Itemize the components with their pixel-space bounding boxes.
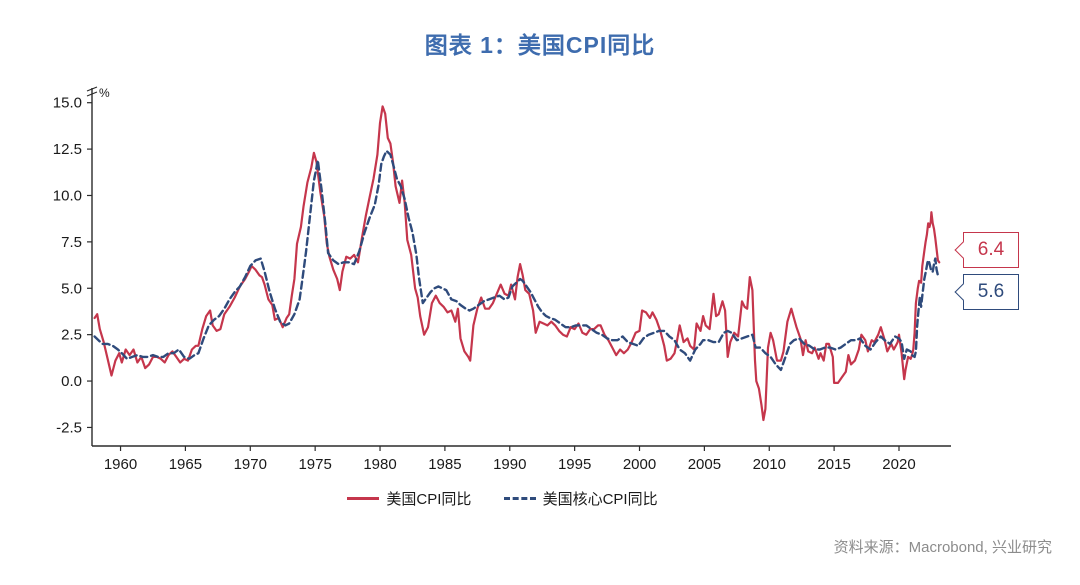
svg-text:1975: 1975 (298, 456, 331, 473)
callout-core-value: 5.6 (977, 281, 1005, 302)
svg-text:2005: 2005 (688, 456, 721, 473)
svg-text:2015: 2015 (817, 456, 850, 473)
callout-core-latest: 5.6 (963, 274, 1019, 310)
source-note: 资料来源：Macrobond, 兴业研究 (833, 539, 1052, 556)
svg-text:7.5: 7.5 (61, 234, 82, 251)
svg-text:10.0: 10.0 (53, 187, 82, 204)
callout-cpi-value: 6.4 (977, 239, 1005, 260)
legend-swatch-0 (347, 497, 380, 500)
svg-text:0.0: 0.0 (61, 373, 82, 390)
axis-break-mark (86, 86, 98, 97)
cpi-line-chart: 15.0 12.5 10.0 7.5 5.0 2.5 0.0 -2.5 1960 1965 1970… (53, 86, 951, 473)
legend-label-cpi: 美国CPI同比 (386, 491, 472, 508)
page-title: 图表 1：美国CPI同比 (424, 32, 656, 58)
svg-text:12.5: 12.5 (53, 141, 82, 158)
svg-text:5.0: 5.0 (61, 280, 82, 297)
legend-item-core-cpi: 美国核心CPI同比 (503, 488, 658, 509)
series-line-1 (93, 149, 941, 372)
svg-text:2.5: 2.5 (61, 327, 82, 344)
chart-area: 15.0 12.5 10.0 7.5 5.0 2.5 0.0 -2.5 1960 1965 1970… (8, 72, 968, 492)
svg-text:1970: 1970 (234, 456, 267, 473)
svg-text:15.0: 15.0 (53, 95, 82, 112)
svg-text:1985: 1985 (428, 456, 461, 473)
svg-text:1995: 1995 (558, 456, 591, 473)
svg-text:1980: 1980 (363, 456, 396, 473)
legend: 美国CPI同比 美国核心CPI同比 (0, 487, 1005, 509)
legend-item-cpi: 美国CPI同比 (347, 488, 471, 509)
svg-text:2020: 2020 (882, 456, 915, 473)
svg-text:1965: 1965 (169, 456, 202, 473)
legend-label-core-cpi: 美国核心CPI同比 (542, 491, 658, 508)
callout-cpi-latest: 6.4 (963, 232, 1019, 268)
svg-text:1960: 1960 (104, 456, 137, 473)
svg-text:2010: 2010 (753, 456, 786, 473)
svg-text:-2.5: -2.5 (56, 419, 82, 436)
y-axis-unit: % (99, 86, 110, 100)
svg-text:1990: 1990 (493, 456, 526, 473)
series-line-0 (93, 105, 941, 422)
legend-swatch-1 (503, 497, 536, 500)
svg-text:2000: 2000 (623, 456, 656, 473)
